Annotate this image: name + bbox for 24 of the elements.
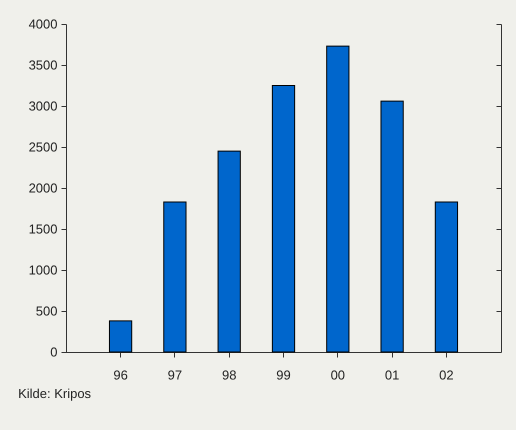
y-tick-label: 4000 xyxy=(28,16,58,32)
bar xyxy=(218,150,241,352)
y-tick-label: 3500 xyxy=(28,58,58,72)
x-tick-label: 97 xyxy=(168,368,182,382)
y-tick-label: 0 xyxy=(50,344,58,360)
y-tick-label: 1500 xyxy=(28,222,58,236)
y-tick-label: 2000 xyxy=(28,180,58,196)
x-tick-label: 00 xyxy=(330,368,346,382)
bar xyxy=(272,85,296,352)
x-tick-label: 01 xyxy=(384,368,400,382)
y-tick-label: 2500 xyxy=(28,140,58,154)
bar xyxy=(326,46,350,352)
y-tick-label: 1000 xyxy=(28,262,58,278)
x-tick-label: 98 xyxy=(222,368,236,382)
text: Kilde: Kripos xyxy=(18,386,92,401)
bar xyxy=(434,201,458,352)
bar xyxy=(108,320,132,352)
y-tick-label: 500 xyxy=(36,304,58,318)
x-tick-label: 96 xyxy=(113,368,128,382)
bar xyxy=(380,100,404,352)
x-tick-label: 02 xyxy=(439,368,454,382)
bar xyxy=(163,201,187,352)
x-tick-label: 99 xyxy=(276,368,291,382)
y-tick-label: 3000 xyxy=(28,98,58,114)
